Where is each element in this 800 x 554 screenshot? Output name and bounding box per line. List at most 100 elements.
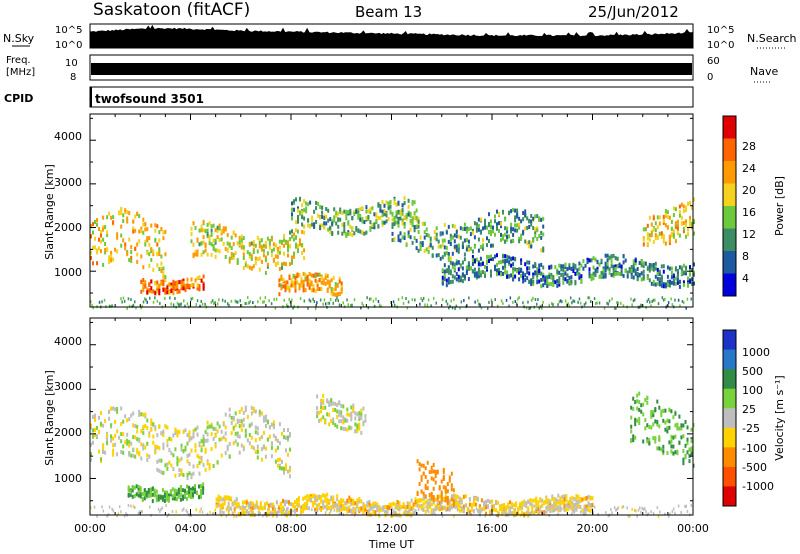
power-cell [395,202,398,207]
power-cell [407,204,410,209]
power-cell [447,276,450,281]
power-cell [564,263,567,267]
velocity-cell [257,506,260,511]
velocity-cell [296,502,299,507]
velocity-cell [636,393,639,398]
power-cell [264,241,267,245]
power-ground-cell [686,297,689,301]
power-cell [498,271,501,276]
power-cell [218,238,221,242]
power-cell [506,254,509,259]
power-cell [658,277,661,282]
velocity-cell [247,503,250,508]
velocity-cell [252,406,255,411]
velocity-cell [141,491,144,496]
velocity-cell [128,417,131,422]
velocity-cell [553,502,556,507]
power-cell [194,278,197,283]
power-cell [262,253,265,258]
freq-label-line1: Freq. [6,55,31,66]
power-cell [570,275,573,280]
velocity-cell [549,499,552,504]
power-cell [680,221,683,226]
velocity-cell [245,500,248,505]
velocity-cell [555,497,558,502]
power-cell [162,236,165,241]
power-cell [291,212,294,217]
velocity-cell [306,494,309,499]
power-cell [685,234,688,239]
velocity-cell [202,463,205,468]
velocity-cell [204,467,207,472]
power-cell [423,249,426,254]
power-cell [678,279,681,284]
power-cell [270,237,273,242]
power-cell [240,238,243,243]
freq-label-line2: [MHz] [6,67,35,78]
velocity-cell [167,496,170,501]
power-ground-cell [542,300,544,304]
power-cell [504,263,507,268]
power-cell [662,218,665,223]
power-cell [506,270,509,275]
power-cell [361,230,364,235]
velocity-cell [571,503,574,508]
velocity-cell [342,404,345,409]
velocity-cell [432,495,435,500]
power-cell [326,287,329,292]
velocity-cell [271,506,274,511]
power-cell [532,272,535,277]
velocity-ground-cell [316,510,318,514]
velocity-cell [212,426,215,431]
power-cell [465,226,468,231]
velocity-cell [264,414,267,419]
power-cell [548,282,551,287]
velocity-cell [154,425,157,430]
velocity-cell [180,456,183,461]
power-cell [652,227,655,232]
velocity-cell [495,508,498,513]
velocity-cell [642,412,645,417]
power-cell [228,259,231,264]
velocity-cell [287,435,290,440]
power-cell [399,209,402,214]
power-ground-cell [179,303,181,307]
power-cell [548,272,551,277]
power-cell [550,264,553,269]
power-ground-cell [593,297,596,301]
velocity-ground-cell [572,510,574,514]
velocity-cell [392,501,395,506]
velocity-cell [147,489,150,494]
velocity-cell [346,418,349,423]
power-cell [301,215,304,220]
velocity-ground-cell [645,510,647,514]
power-cell [287,253,290,258]
velocity-cell [545,500,548,505]
power-cell [332,275,335,280]
velocity-cell [200,488,203,493]
velocity-ground-cell [659,510,661,514]
velocity-cell [320,506,323,510]
power-cell [471,269,474,274]
velocity-cell [376,502,379,507]
power-cell [506,259,509,263]
power-cell [658,269,661,274]
velocity-cell [320,409,323,414]
power-ground-cell [500,299,503,303]
velocity-cell [139,489,142,494]
velocity-cell [448,505,451,510]
power-cell [467,261,470,266]
velocity-ground-cell [165,504,167,508]
power-cell [232,242,235,247]
power-cell [578,275,581,280]
velocity-cell [276,458,279,462]
velocity-cell [420,503,423,508]
power-ground-cell [230,299,233,303]
velocity-cell [272,433,275,438]
velocity-cell [531,506,534,511]
power-cell [538,279,541,284]
power-ground-cell [430,304,432,308]
velocity-cell [226,447,229,452]
power-cell [586,257,589,262]
velocity-cell [256,431,259,436]
